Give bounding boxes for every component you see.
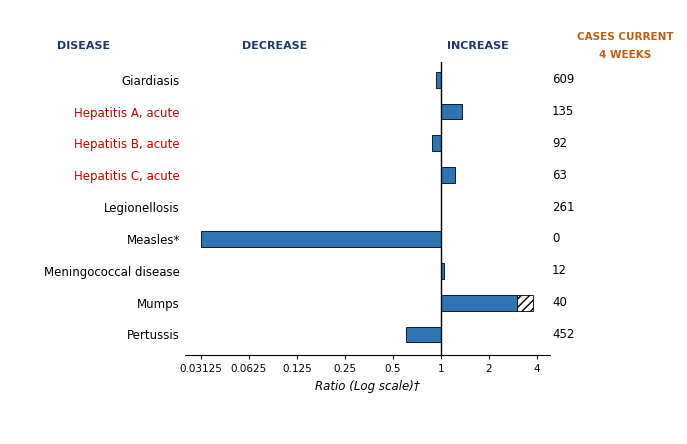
X-axis label: Ratio (Log scale)†: Ratio (Log scale)†	[315, 380, 420, 393]
Text: CASES CURRENT: CASES CURRENT	[577, 32, 673, 42]
Text: DECREASE: DECREASE	[242, 41, 307, 51]
Text: 452: 452	[552, 328, 574, 341]
Text: INCREASE: INCREASE	[447, 41, 508, 51]
Text: 0: 0	[552, 233, 559, 246]
Text: 12: 12	[552, 264, 567, 278]
Bar	[517, 295, 533, 311]
Bar	[441, 295, 517, 311]
Bar	[201, 231, 441, 247]
Text: 40: 40	[552, 296, 567, 309]
Text: 92: 92	[552, 137, 567, 150]
Bar	[441, 103, 462, 119]
Bar	[432, 135, 441, 151]
Bar	[436, 72, 441, 87]
Text: 63: 63	[552, 169, 567, 182]
Text: 609: 609	[552, 73, 574, 86]
Text: 261: 261	[552, 201, 574, 214]
Text: 4 WEEKS: 4 WEEKS	[599, 50, 651, 60]
Text: 135: 135	[552, 105, 574, 118]
Text: DISEASE: DISEASE	[57, 41, 110, 51]
Bar	[441, 263, 444, 279]
Bar	[405, 326, 441, 342]
Bar	[441, 167, 455, 183]
